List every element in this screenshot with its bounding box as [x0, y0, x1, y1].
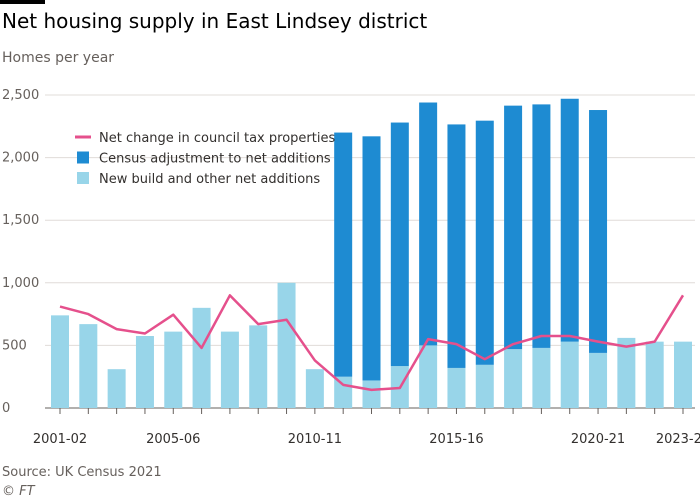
- brand-bar: [0, 0, 45, 4]
- bar: [617, 337, 636, 408]
- line: [59, 294, 685, 392]
- y-tick-label: 2,500: [2, 88, 39, 103]
- y-tick-label: 2,000: [2, 151, 39, 166]
- x-tick-label: 2015-16: [429, 432, 483, 447]
- bar: [51, 315, 69, 408]
- bar: [107, 369, 126, 408]
- bar: [334, 132, 353, 377]
- bar: [390, 122, 409, 367]
- chart-subtitle: Homes per year: [2, 50, 114, 66]
- bar: [645, 341, 664, 408]
- bar: [305, 369, 324, 408]
- x-tick-label: 2023-24: [656, 432, 700, 447]
- chart-title: Net housing supply in East Lindsey distr…: [2, 9, 427, 33]
- bar: [504, 105, 523, 350]
- bar: [79, 324, 98, 408]
- x-tick-label: 2010-11: [288, 432, 342, 447]
- bar: [419, 345, 438, 408]
- bar: [334, 376, 353, 408]
- bar: [447, 124, 466, 368]
- legend-label: New build and other net additions: [99, 172, 320, 187]
- bar: [277, 282, 296, 408]
- bar: [419, 102, 438, 346]
- bar: [589, 110, 608, 353]
- bar: [532, 347, 551, 408]
- bar: [560, 341, 579, 408]
- bar: [249, 325, 268, 408]
- y-tick-label: 0: [2, 401, 10, 416]
- bar: [362, 136, 381, 381]
- bar: [192, 307, 211, 408]
- legend-label: Census adjustment to net additions: [99, 152, 331, 167]
- bar: [362, 380, 381, 408]
- bar: [475, 364, 494, 408]
- y-tick-label: 1,000: [2, 276, 39, 291]
- legend-label: Net change in council tax properties: [99, 131, 335, 146]
- bar: [674, 341, 692, 408]
- bar: [475, 120, 494, 365]
- bar: [532, 104, 551, 348]
- y-tick-label: 500: [2, 338, 27, 353]
- bar: [135, 336, 154, 408]
- bar: [447, 367, 466, 408]
- source: Source: UK Census 2021: [2, 465, 162, 480]
- y-tick-label: 1,500: [2, 213, 39, 228]
- credit: © FT: [2, 484, 36, 499]
- bar: [560, 98, 579, 342]
- bar: [589, 352, 608, 408]
- legend-swatch: [77, 151, 89, 164]
- legend-swatch: [77, 172, 89, 184]
- x-tick-label: 2001-02: [33, 432, 87, 447]
- bar: [504, 349, 523, 408]
- x-tick-label: 2020-21: [571, 432, 625, 447]
- x-tick-label: 2005-06: [146, 432, 200, 447]
- bar: [164, 331, 183, 408]
- bar: [220, 331, 239, 408]
